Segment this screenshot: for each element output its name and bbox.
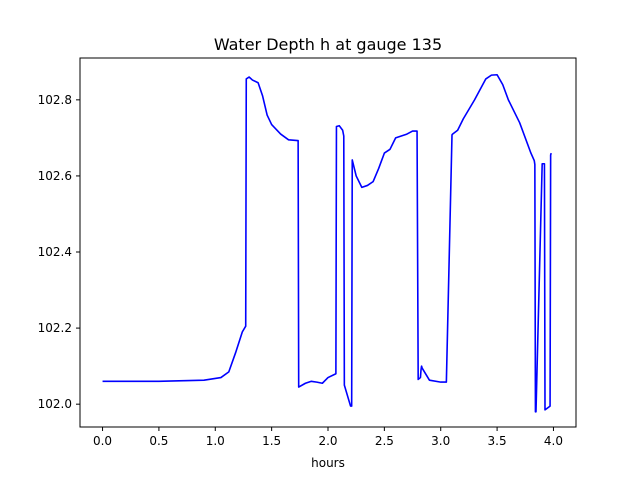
x-tick-label: 1.5 <box>262 434 281 448</box>
x-tick-label: 4.0 <box>544 434 563 448</box>
x-tick-label: 1.0 <box>206 434 225 448</box>
y-tick-label: 102.0 <box>38 397 72 411</box>
x-tick-label: 2.0 <box>318 434 337 448</box>
x-tick-label: 3.0 <box>431 434 450 448</box>
y-tick-label: 102.4 <box>38 245 72 259</box>
plot-area <box>102 73 552 413</box>
x-tick-label: 0.0 <box>93 434 112 448</box>
x-axis: 0.0 0.5 1.0 1.5 2.0 2.5 3.0 3.5 4.0 <box>93 427 563 448</box>
x-tick-label: 2.5 <box>375 434 394 448</box>
x-axis-label: hours <box>311 456 345 470</box>
y-tick-label: 102.2 <box>38 321 72 335</box>
y-axis: 102.0 102.2 102.4 102.6 102.8 <box>38 93 80 411</box>
chart-title: Water Depth h at gauge 135 <box>214 35 442 54</box>
y-tick-label: 102.6 <box>38 169 72 183</box>
y-tick-label: 102.8 <box>38 93 72 107</box>
x-tick-label: 3.5 <box>488 434 507 448</box>
x-tick-label: 0.5 <box>149 434 168 448</box>
series-line-0 <box>102 73 552 413</box>
